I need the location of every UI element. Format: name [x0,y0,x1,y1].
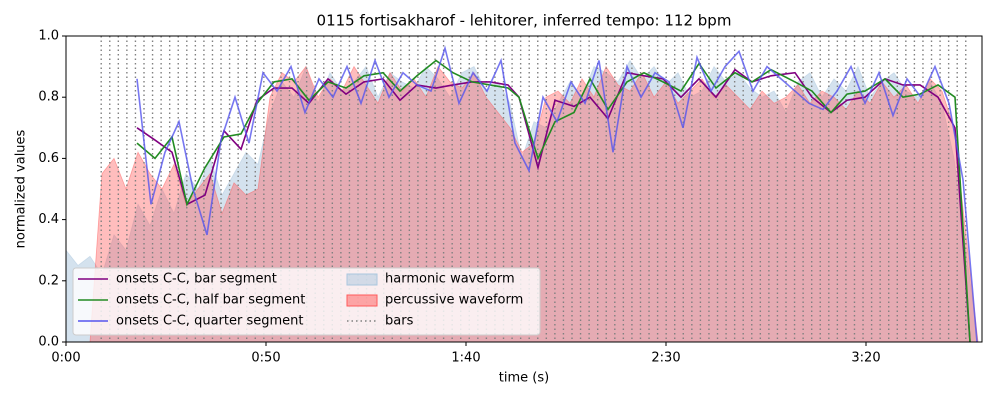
y-tick-label: 1.0 [38,29,59,44]
legend-swatch [346,273,378,286]
x-tick-label: 1:40 [451,351,480,366]
legend-swatch [346,294,378,307]
legend-label: harmonic waveform [385,272,515,287]
legend-label: bars [385,314,414,329]
legend: onsets C-C, bar segment onsets C-C, half … [72,267,541,336]
legend-label: onsets C-C, half bar segment [116,293,305,308]
legend-box [72,267,541,336]
x-tick-label: 0:50 [251,351,280,366]
y-tick-label: 0.6 [38,151,59,166]
y-tick-label: 0.2 [38,273,59,288]
y-tick-label: 0.8 [38,90,59,105]
chart-title: 0115 fortisakharof - lehitorer, inferred… [317,12,732,30]
line [136,45,978,342]
y-axis-label: normalized values [14,129,29,248]
y-tick-label: 0.0 [38,335,59,350]
y-tick-label: 0.4 [38,212,59,227]
x-tick-label: 2:30 [651,351,680,366]
legend-label: onsets C-C, bar segment [116,272,277,287]
line [136,59,971,342]
x-tick-label: 3:20 [851,351,880,366]
legend-label: onsets C-C, quarter segment [116,314,303,329]
x-tick-label: 0:00 [51,351,80,366]
x-axis-label: time (s) [499,371,549,386]
axes-frame [65,35,983,343]
legend-label: percussive waveform [385,293,523,308]
